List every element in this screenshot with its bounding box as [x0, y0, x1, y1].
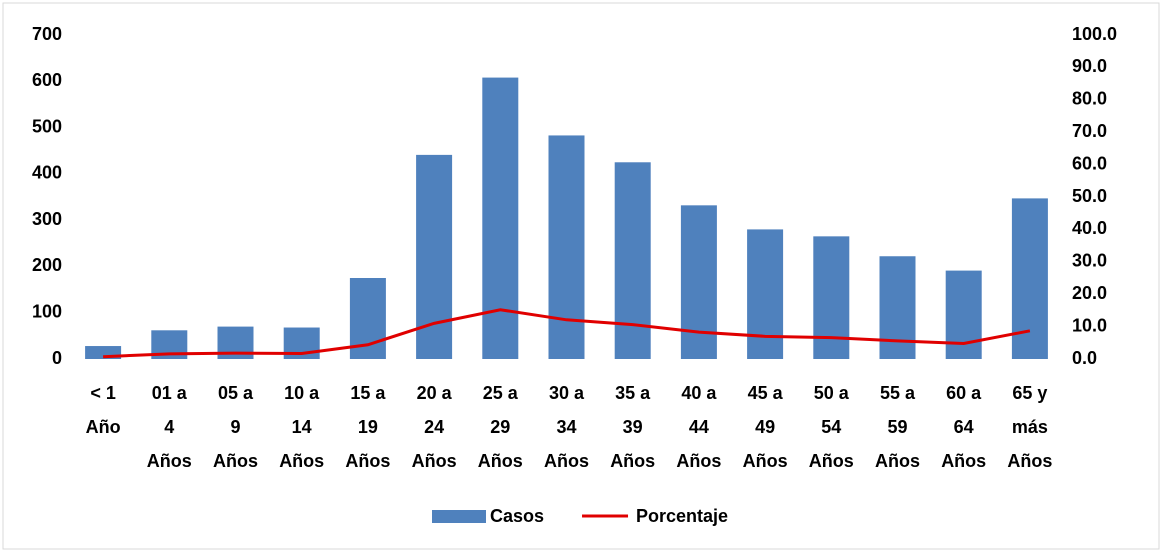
- y2-tick-label: 80.0: [1072, 89, 1107, 109]
- bar: [680, 205, 717, 359]
- bar: [416, 154, 453, 359]
- y-tick-label: 700: [32, 24, 62, 44]
- y-tick-label: 400: [32, 163, 62, 183]
- x-tick-label: 30 a 34 Años: [544, 383, 589, 471]
- y-tick-label: 300: [32, 209, 62, 229]
- y2-tick-label: 50.0: [1072, 186, 1107, 206]
- y2-tick-label: 90.0: [1072, 56, 1107, 76]
- x-tick-label: 01 a 4 Años: [146, 383, 192, 471]
- y-tick-label: 100: [32, 301, 62, 321]
- y2-tick-label: 0.0: [1072, 348, 1097, 368]
- y-tick-label: 600: [32, 70, 62, 90]
- x-tick-label: 25 a 29 Años: [477, 383, 523, 471]
- bar: [945, 270, 982, 359]
- y-tick-label: 0: [52, 348, 62, 368]
- bar: [482, 77, 519, 359]
- x-tick-label: 55 a 59 Años: [875, 383, 920, 471]
- x-tick-label: 65 y más Años: [1007, 383, 1053, 471]
- bar: [879, 256, 916, 359]
- x-tick-label: 50 a 54 Años: [808, 383, 854, 471]
- x-tick-label: 15 a 19 Años: [345, 383, 391, 471]
- y-tick-label: 500: [32, 116, 62, 136]
- x-tick-label: 35 a 39 Años: [610, 383, 656, 471]
- y2-tick-label: 10.0: [1072, 315, 1107, 335]
- y2-tick-label: 70.0: [1072, 121, 1107, 141]
- x-tick-label: 10 a 14 Años: [279, 383, 325, 471]
- x-tick-label: 40 a 44 Años: [676, 383, 722, 471]
- bar: [548, 135, 585, 359]
- legend-label: Casos: [490, 506, 544, 526]
- legend-label: Porcentaje: [636, 506, 728, 526]
- x-tick-label: 05 a 9 Años: [213, 383, 258, 471]
- bar: [1011, 198, 1048, 359]
- bar: [747, 229, 784, 359]
- y2-tick-label: 40.0: [1072, 218, 1107, 238]
- y2-tick-label: 100.0: [1072, 24, 1117, 44]
- y2-tick-label: 20.0: [1072, 283, 1107, 303]
- legend-swatch: [432, 510, 486, 523]
- x-tick-label: 20 a 24 Años: [411, 383, 457, 471]
- x-tick-label: 45 a 49 Años: [742, 383, 788, 471]
- bar: [813, 236, 850, 359]
- x-tick-label: < 1 Año: [85, 383, 121, 437]
- x-tick-label: 60 a 64 Años: [941, 383, 987, 471]
- y-tick-label: 200: [32, 255, 62, 275]
- y2-tick-label: 60.0: [1072, 153, 1107, 173]
- line: [103, 308, 1031, 359]
- y2-tick-label: 30.0: [1072, 251, 1107, 271]
- bar: [614, 162, 651, 359]
